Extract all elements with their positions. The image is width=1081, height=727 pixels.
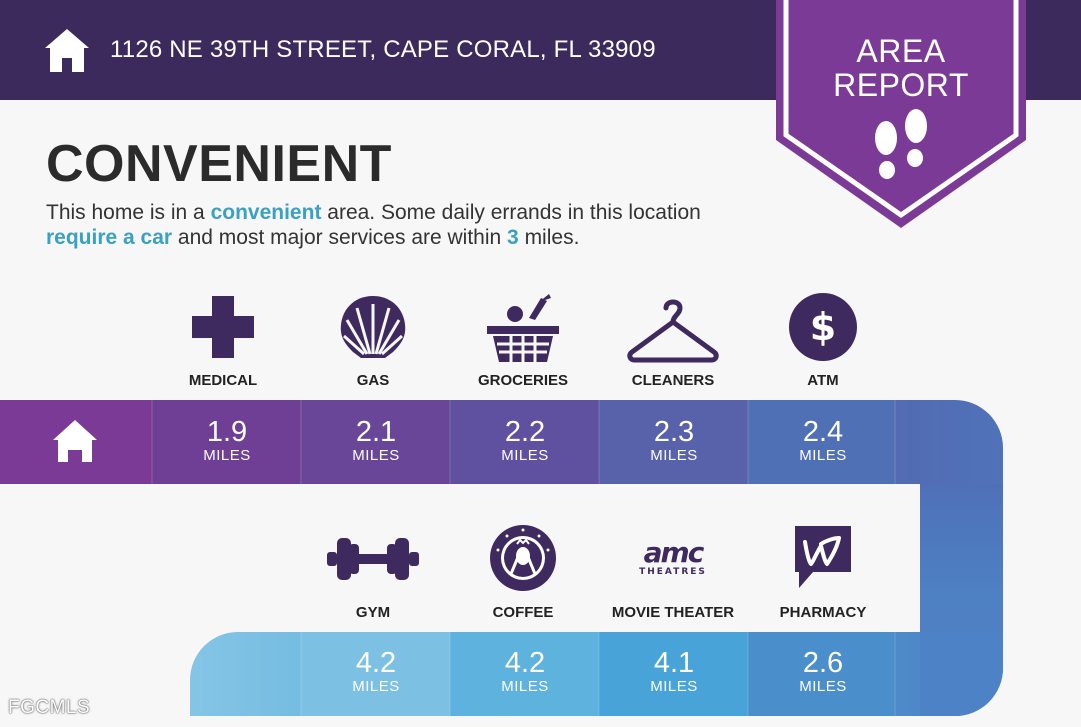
walgreens-icon: [795, 526, 851, 588]
distance-movie-theater: 4.1 MILES: [650, 647, 698, 695]
label-coffee: COFFEE: [492, 604, 554, 621]
dumbbell-icon: [327, 538, 419, 580]
distance-medical: 1.9 MILES: [203, 416, 251, 464]
dollar-icon: $: [789, 293, 857, 361]
distance-gas: 2.1 MILES: [352, 416, 400, 464]
label-atm: ATM: [807, 372, 839, 389]
home-icon: [45, 29, 89, 72]
amenity-coffee: COFFEE: [448, 524, 598, 624]
label-medical: MEDICAL: [188, 372, 258, 389]
area-report-badge: [776, 0, 1026, 228]
watermark: FGCMLS: [8, 697, 91, 718]
amenity-pharmacy: PHARMACY: [748, 524, 898, 624]
shell-icon: [340, 296, 406, 358]
label-gas: GAS: [356, 372, 390, 389]
badge-line-2: REPORT: [833, 67, 969, 103]
grocery-basket-icon: [487, 294, 559, 362]
starbucks-icon: [490, 525, 556, 591]
distance-coffee: 4.2 MILES: [501, 647, 549, 695]
track-home-icon: [53, 420, 97, 462]
amenity-gas: GAS: [298, 292, 448, 392]
distance-atm: 2.4 MILES: [799, 416, 847, 464]
description: This home is in a convenient area. Some …: [46, 201, 701, 249]
label-groceries: GROCERIES: [477, 372, 568, 389]
svg-text:$: $: [810, 305, 836, 349]
label-movie-theater: MOVIE THEATER: [611, 604, 735, 621]
address-text: 1126 NE 39TH STREET, CAPE CORAL, FL 3390…: [110, 36, 656, 63]
amenity-atm: $ ATM: [748, 292, 898, 392]
hanger-icon: [627, 299, 719, 363]
badge-title: AREA REPORT: [776, 34, 1026, 102]
highlight-convenient: convenient: [210, 201, 322, 224]
amenity-gym: GYM: [298, 524, 448, 624]
amenity-cleaners: CLEANERS: [598, 292, 748, 392]
footprints-icon: [875, 109, 927, 179]
badge-line-1: AREA: [856, 33, 946, 69]
amenity-medical: MEDICAL: [148, 292, 298, 392]
label-cleaners: CLEANERS: [631, 372, 715, 389]
highlight-require-car: require a car: [46, 226, 173, 249]
medical-cross-icon: [192, 296, 254, 358]
amc-icon: amc THEATRES: [639, 536, 707, 577]
amenity-movie-theater: amc THEATRES MOVIE THEATER: [598, 524, 748, 624]
label-pharmacy: PHARMACY: [779, 604, 867, 621]
highlight-miles: 3: [507, 226, 519, 249]
page-title: CONVENIENT: [46, 135, 392, 193]
svg-text:THEATRES: THEATRES: [639, 567, 707, 577]
distance-cleaners: 2.3 MILES: [650, 416, 698, 464]
svg-text:amc: amc: [644, 536, 705, 569]
amenity-groceries: GROCERIES: [448, 292, 598, 392]
distance-groceries: 2.2 MILES: [501, 416, 549, 464]
distance-pharmacy: 2.6 MILES: [799, 647, 847, 695]
label-gym: GYM: [355, 604, 391, 621]
distance-gym: 4.2 MILES: [352, 647, 400, 695]
